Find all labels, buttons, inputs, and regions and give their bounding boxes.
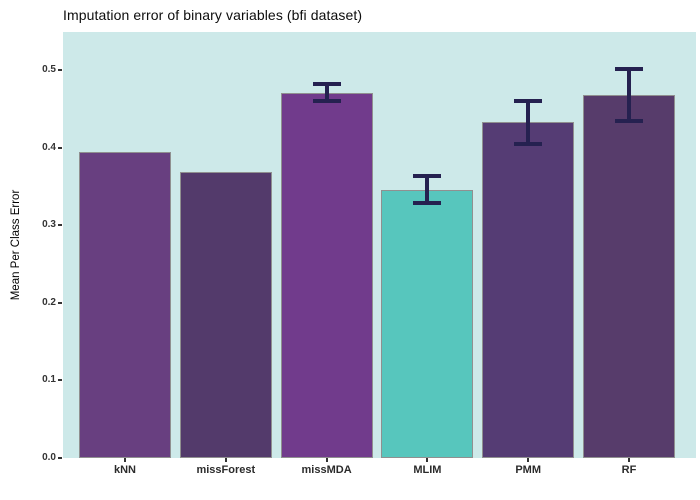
y-tick-label: 0.0	[42, 452, 56, 463]
x-tick-mark	[527, 458, 530, 462]
bar-PMM	[482, 122, 575, 458]
y-tick-label: 0.5	[42, 64, 56, 76]
y-tick-mark	[58, 457, 62, 459]
x-tick-mark	[124, 458, 126, 462]
bar-MLIM	[381, 189, 474, 458]
errorbar-cap-bottom	[615, 118, 643, 123]
x-tick-label-PMM: PMM	[515, 464, 542, 476]
x-tick-mark	[426, 458, 429, 462]
x-tick-label-missMDA: missMDA	[301, 464, 352, 476]
x-tick-mark	[325, 458, 328, 462]
chart-title: Imputation error of binary variables (bf…	[63, 7, 363, 23]
errorbar-cap-bottom	[514, 142, 543, 147]
y-tick-mark	[58, 146, 62, 149]
x-tick-label-RF: RF	[621, 464, 637, 476]
errorbar-cap-top	[514, 98, 543, 103]
bar-missForest	[179, 172, 272, 458]
bar-missMDA	[280, 93, 373, 458]
x-tick-label-missForest: missForest	[196, 464, 256, 476]
y-tick-label: 0.1	[42, 374, 56, 386]
errorbar-missMDA	[312, 82, 341, 104]
errorbar-cap-bottom	[413, 201, 442, 206]
errorbar-cap-top	[413, 174, 442, 178]
x-tick-mark	[628, 458, 630, 462]
errorbar-MLIM	[413, 174, 442, 206]
plot-area	[63, 32, 696, 458]
errorbar-RF	[615, 66, 643, 123]
errorbar-stem	[526, 98, 531, 147]
errorbar-PMM	[514, 98, 543, 147]
y-tick-mark	[58, 69, 62, 72]
errorbar-cap-top	[312, 82, 341, 87]
errorbar-stem	[627, 66, 631, 123]
y-tick-label: 0.2	[42, 296, 56, 308]
y-axis-title: Mean Per Class Error	[10, 189, 22, 301]
bar-RF	[583, 94, 675, 458]
x-tick-mark	[224, 458, 227, 462]
y-tick-label: 0.4	[42, 141, 56, 153]
errorbar-cap-top	[615, 66, 643, 71]
y-tick-label: 0.3	[42, 219, 56, 231]
x-tick-label-MLIM: MLIM	[413, 464, 442, 476]
errorbar-cap-bottom	[312, 99, 341, 104]
bar-kNN	[79, 152, 171, 458]
errorbar-stem	[324, 82, 329, 104]
x-tick-label-kNN: kNN	[113, 464, 136, 476]
errorbar-stem	[425, 174, 430, 206]
y-tick-mark	[58, 301, 62, 304]
y-tick-mark	[58, 379, 62, 382]
y-tick-mark	[58, 224, 62, 227]
